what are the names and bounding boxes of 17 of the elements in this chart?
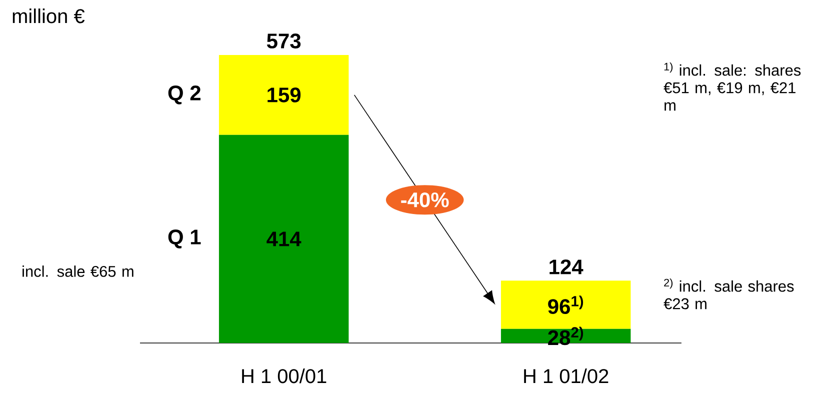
data-label: 414 <box>266 232 302 246</box>
data-label: 28$^{2)}$ <box>548 326 584 346</box>
total-label: 573 <box>266 34 301 48</box>
series-label: Q 1 <box>168 230 201 248</box>
data-label: 96$^{1)}$ <box>548 296 584 314</box>
data-label: 159 <box>268 88 301 102</box>
bar <box>218 134 349 343</box>
y-axis-title: million € <box>12 8 85 24</box>
annotation: $^{2)}$ incl. sale shares €23 m <box>664 278 794 310</box>
annotation: $^{1)}$ incl. sale: shares €51 m, €19 m, €21 m <box>664 62 801 111</box>
series-label: Q 2 <box>168 86 200 104</box>
annotation: -40% <box>401 192 449 208</box>
x-tick-label: H 1 00/01 <box>242 368 326 384</box>
bar <box>218 54 349 135</box>
x-tick-label: H 1 01/02 <box>524 368 608 384</box>
text: incl. sale €65 m <box>22 266 134 277</box>
total-label: 124 <box>550 259 584 274</box>
